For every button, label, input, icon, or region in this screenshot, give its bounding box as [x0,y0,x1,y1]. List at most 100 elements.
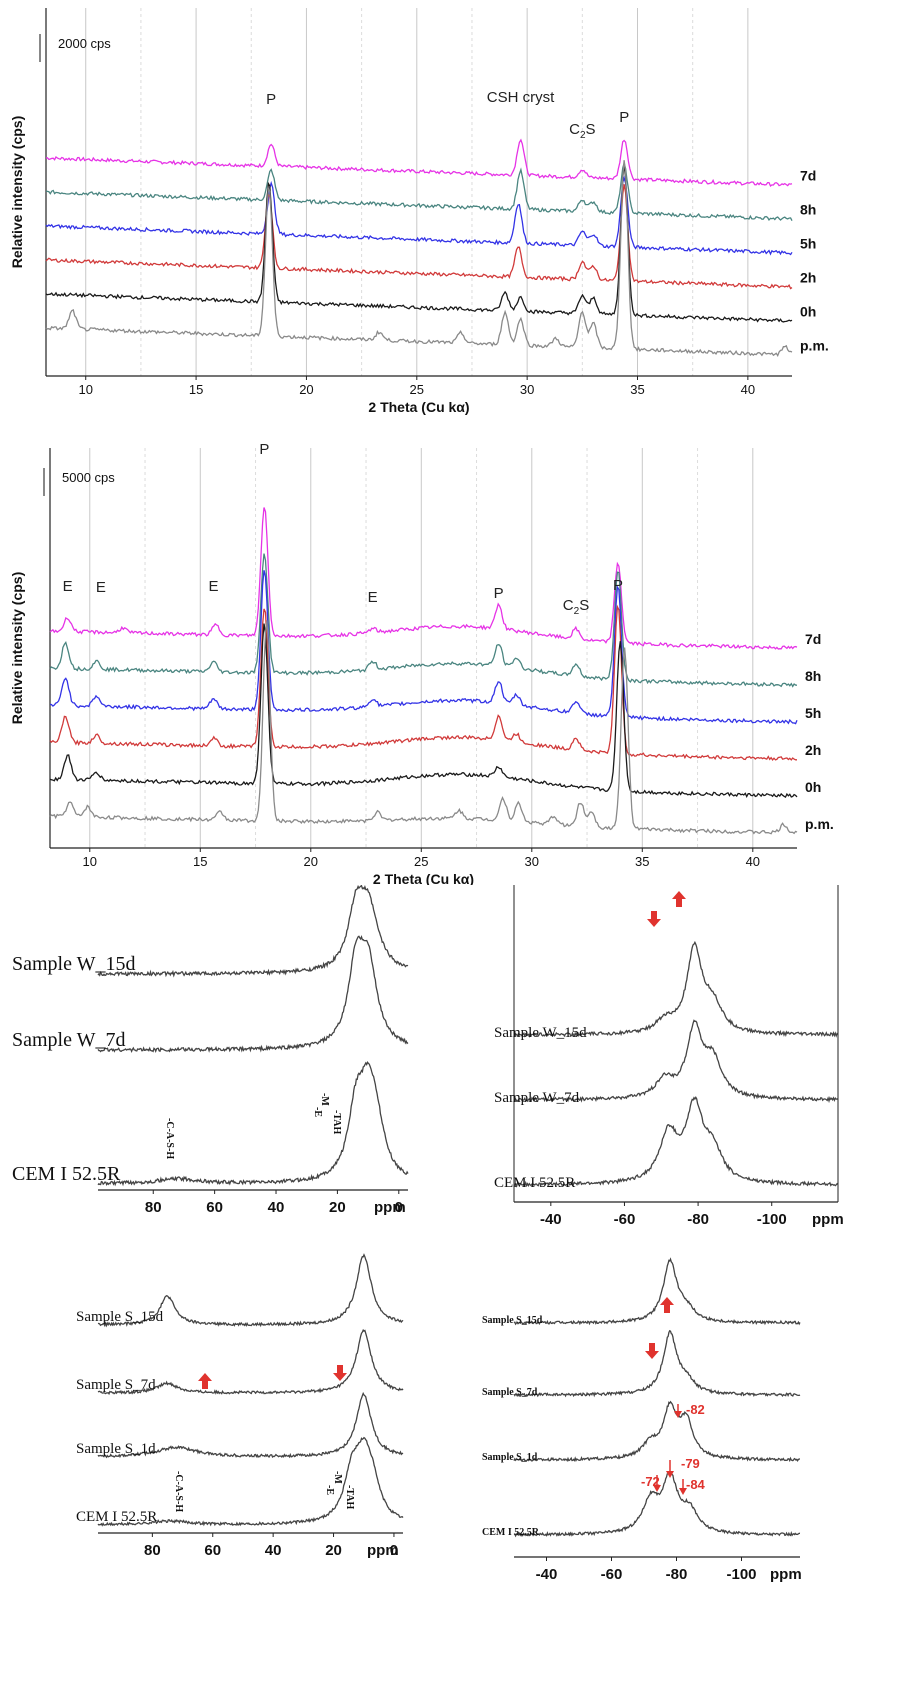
x-tick-label: 30 [525,854,539,869]
peak-annotation: E [209,578,219,595]
series-label: 7d [800,168,816,184]
nmr-tick-label: -80 [666,1566,688,1583]
red-annotation: -82 [686,1402,705,1417]
nmr-spectrum-line [513,940,839,1038]
x-tick-label: 15 [193,854,207,869]
series-line-7d [45,138,793,188]
red-arrow-head [679,1488,687,1495]
peak-annotation: E [96,579,106,596]
series-label: 5h [800,236,816,252]
nmr-series-label: CEM I 52.5R [12,1163,121,1185]
xrd-panel-b: 10 15 20 25 30 35 40 2 Theta (Cu kα) Relative in… [0,440,902,887]
big-up-arrow [672,891,686,907]
nmr-tick-label: 60 [206,1199,223,1216]
series-line-pm. [45,160,793,358]
red-annotation: -84 [686,1477,706,1492]
nmr-tick-label: 40 [268,1199,285,1216]
nmr-series-label: Sample S_1d [76,1441,156,1457]
nmr-spectrum-line [97,1328,404,1396]
nmr-spectrum-line [97,1436,404,1527]
peak-annotation: E [368,589,378,606]
nmr-tick-label: 20 [325,1542,342,1559]
nmr-tick-label: -100 [726,1566,756,1583]
series-label: 5h [805,705,821,721]
nmr-reference-label: -TAH [344,1485,355,1509]
nmr-spectrum-line [97,1061,409,1187]
nmr-ppm-label: ppm [374,1199,406,1216]
nmr-spectrum-line [513,1400,800,1463]
series-line-5h [50,570,798,725]
peak-annotation: P [259,441,269,458]
peak-annotation-sub: 2 [580,130,586,141]
series-line-pm. [49,620,798,835]
nmr-ppm-label: ppm [770,1566,802,1583]
nmr-tick-label: -100 [757,1211,787,1228]
nmr-tick-label: 60 [204,1542,221,1559]
big-up-arrow [660,1297,674,1313]
x-tick-label: 40 [746,854,760,869]
x-tick-label: 30 [520,382,534,397]
series-label: 8h [800,202,816,218]
nmr-tick-label: 80 [145,1199,162,1216]
nmr-ppm-label: ppm [812,1211,844,1228]
big-down-arrow [647,911,661,927]
nmr-tick-label: -40 [540,1211,562,1228]
nmr-series-label: Sample S_15d [482,1315,543,1326]
nmr-series-label: Sample W_7d [12,1029,126,1051]
nmr-reference-label: -M [332,1471,343,1484]
nmr-tick-label: -80 [687,1211,709,1228]
series-line-5h [45,175,793,256]
nmr-spectrum-line [513,1329,801,1398]
series-label: 2h [805,742,821,758]
big-down-arrow [333,1365,347,1381]
nmr-series-label: Sample W_15d [12,953,136,975]
xrd-panel-a: 10 15 20 25 30 35 40 2 Theta (Cu kα) Relative in… [0,0,902,440]
x-tick-label: 20 [304,854,318,869]
nmr-spectrum-line [97,1391,404,1459]
x-tick-label: 15 [189,382,203,397]
peak-annotation: P [494,585,504,602]
xrd-chart-b: 10 15 20 25 30 35 40 2 Theta (Cu kα) Relative in… [9,441,834,887]
series-line-2h [49,604,797,761]
nmr-reference-label: -C-A-S-H [173,1471,184,1512]
x-tick-label: 25 [414,854,428,869]
nmr-reference-label: -TAH [331,1110,342,1134]
nmr-tick-label: 0 [390,1542,398,1559]
x-tick-label: 10 [78,382,92,397]
big-down-arrow [645,1343,659,1359]
nmr-series-label: Sample S_7d [76,1377,156,1393]
nmr-series-label: CEM I 52.5R [76,1509,157,1525]
nmr-spectrum-line [97,1253,404,1328]
peak-annotation: C2S [569,121,595,141]
nmr-panels: 80 60 40 20 0 ppm Sample W_15d Sample W_7d CEM I… [0,813,902,1676]
big-up-arrow [198,1373,212,1389]
nmr-tick-label: -40 [536,1566,558,1583]
peak-annotation-suffix: S [586,121,596,138]
nmr-series-label: Sample S_15d [76,1309,164,1325]
series-label: 8h [805,668,821,684]
red-arrow-head [653,1485,661,1492]
nmr-series-label: CEM I 52.5R [494,1175,575,1191]
series-label: p.m. [800,338,829,354]
y-axis-title: Relative intensity (cps) [9,116,25,269]
peak-annotation: P [619,109,629,126]
nmr-spectrum-line [513,1470,801,1538]
nmr-reference-label: -E [324,1485,335,1495]
x-axis-title: 2 Theta (Cu kα) [368,399,469,415]
x-tick-label: 40 [741,382,755,397]
x-tick-label: 25 [410,382,424,397]
series-label: p.m. [805,816,834,832]
nmr-spectrum-line [513,1095,839,1188]
nmr-tick-label: 0 [395,1199,403,1216]
nmr-reference-label: -C-A-S-H [164,1118,175,1159]
series-line-0h [45,164,793,323]
nmr-tick-label: -60 [614,1211,636,1228]
x-axis-title: 2 Theta (Cu kα) [373,871,474,885]
series-label: 0h [800,304,816,320]
nmr-tick-label: 80 [144,1542,161,1559]
nmr-spectrum-line [97,884,409,978]
nmr-series-label: CEM I 52.5R [482,1527,540,1538]
peak-annotation: E [63,578,73,595]
series-line-8h [45,160,793,221]
peak-annotation: P [266,91,276,108]
